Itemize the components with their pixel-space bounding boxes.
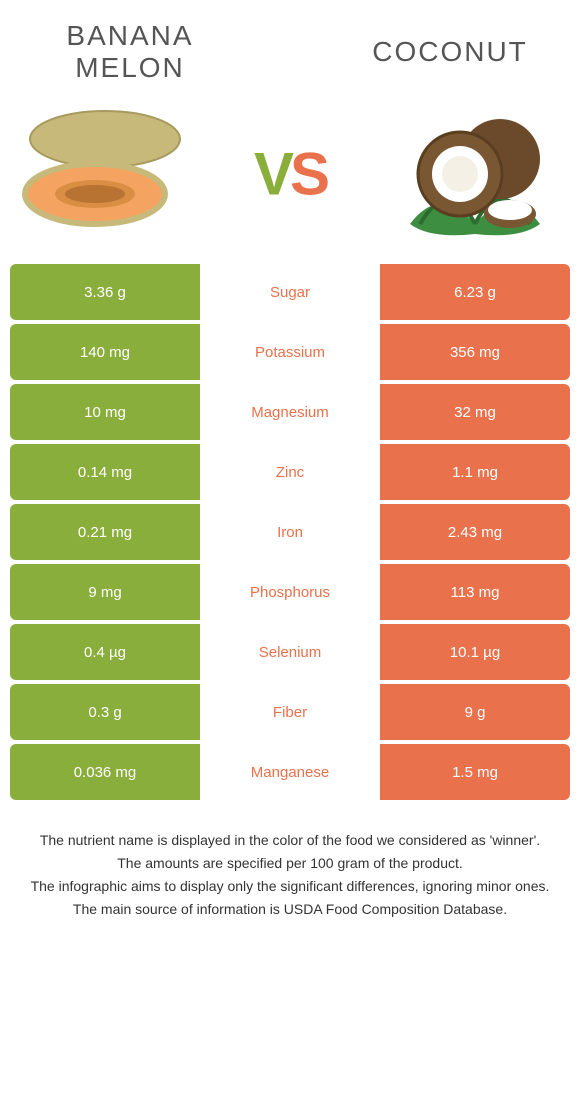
left-value: 140 mg (10, 324, 200, 380)
left-food-title: Banana melon (30, 20, 230, 84)
footer-line-3: The infographic aims to display only the… (20, 876, 560, 897)
left-value: 0.14 mg (10, 444, 200, 500)
table-row: 9 mgPhosphorus113 mg (10, 564, 570, 620)
header: Banana melon Coconut (0, 0, 580, 84)
table-row: 140 mgPotassium356 mg (10, 324, 570, 380)
right-value: 113 mg (380, 564, 570, 620)
table-row: 10 mgMagnesium32 mg (10, 384, 570, 440)
nutrient-label: Potassium (200, 324, 380, 380)
nutrient-label: Zinc (200, 444, 380, 500)
nutrient-label: Selenium (200, 624, 380, 680)
footer-line-1: The nutrient name is displayed in the co… (20, 830, 560, 851)
table-row: 0.3 gFiber9 g (10, 684, 570, 740)
nutrient-label: Sugar (200, 264, 380, 320)
right-value: 2.43 mg (380, 504, 570, 560)
right-value: 32 mg (380, 384, 570, 440)
table-row: 0.14 mgZinc1.1 mg (10, 444, 570, 500)
footer-line-2: The amounts are specified per 100 gram o… (20, 853, 560, 874)
left-value: 0.4 µg (10, 624, 200, 680)
vs-label: VS (254, 140, 326, 209)
left-value: 0.036 mg (10, 744, 200, 800)
vs-s: S (290, 141, 326, 208)
nutrient-label: Fiber (200, 684, 380, 740)
table-row: 3.36 gSugar6.23 g (10, 264, 570, 320)
left-value: 0.21 mg (10, 504, 200, 560)
left-value: 9 mg (10, 564, 200, 620)
left-value: 3.36 g (10, 264, 200, 320)
footer-notes: The nutrient name is displayed in the co… (20, 830, 560, 920)
banana-melon-image (20, 94, 190, 244)
right-value: 9 g (380, 684, 570, 740)
right-value: 10.1 µg (380, 624, 570, 680)
left-value: 10 mg (10, 384, 200, 440)
left-value: 0.3 g (10, 684, 200, 740)
footer-line-4: The main source of information is USDA F… (20, 899, 560, 920)
right-value: 1.5 mg (380, 744, 570, 800)
table-row: 0.21 mgIron2.43 mg (10, 504, 570, 560)
nutrient-label: Iron (200, 504, 380, 560)
nutrient-label: Phosphorus (200, 564, 380, 620)
nutrient-label: Manganese (200, 744, 380, 800)
right-value: 356 mg (380, 324, 570, 380)
right-value: 6.23 g (380, 264, 570, 320)
table-row: 0.036 mgManganese1.5 mg (10, 744, 570, 800)
table-row: 0.4 µgSelenium10.1 µg (10, 624, 570, 680)
right-food-title: Coconut (350, 36, 550, 68)
right-value: 1.1 mg (380, 444, 570, 500)
nutrient-table: 3.36 gSugar6.23 g140 mgPotassium356 mg10… (10, 264, 570, 800)
coconut-image (390, 94, 560, 244)
nutrient-label: Magnesium (200, 384, 380, 440)
images-row: VS (0, 84, 580, 264)
vs-v: V (254, 141, 290, 208)
